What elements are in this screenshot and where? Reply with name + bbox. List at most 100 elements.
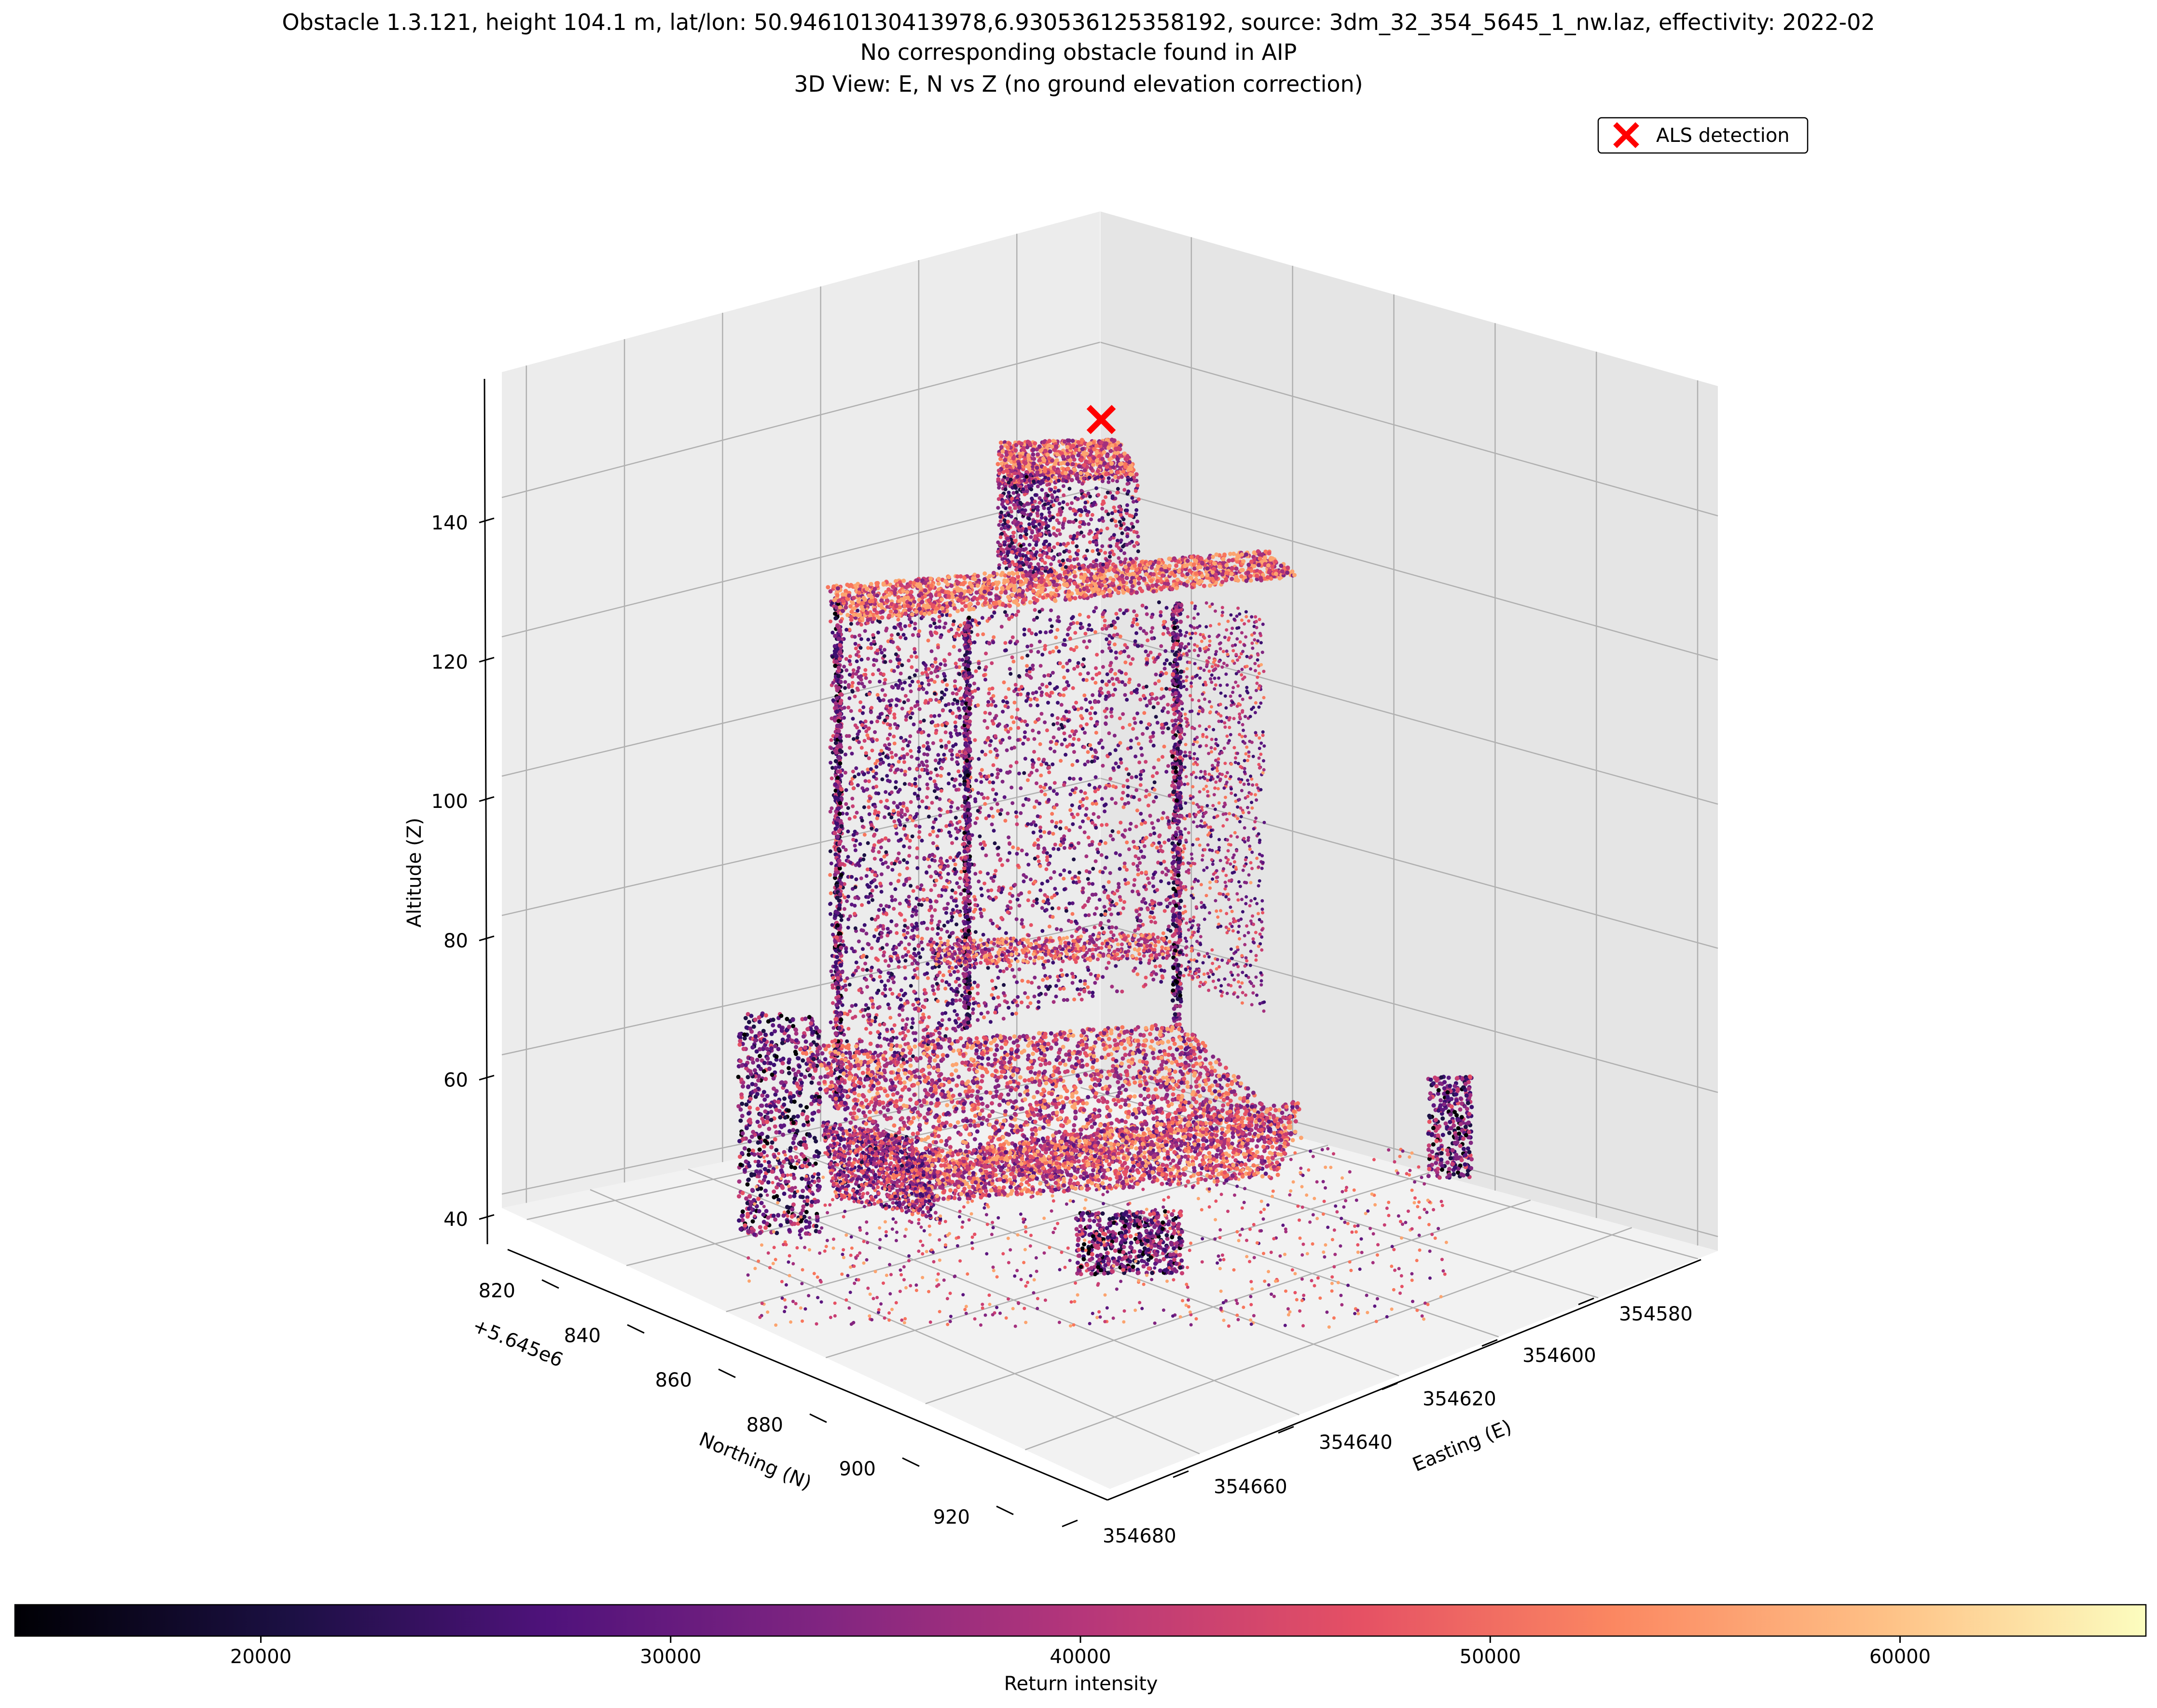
cloud-point: [1192, 616, 1196, 620]
cloud-point: [1209, 624, 1213, 627]
cloud-point: [1044, 762, 1049, 766]
cloud-point: [924, 991, 928, 995]
cloud-point: [897, 851, 901, 856]
cloud-point: [1116, 912, 1120, 916]
cloud-point: [851, 837, 856, 842]
cloud-point: [910, 665, 914, 669]
cloud-point: [1043, 647, 1047, 651]
cloud-point: [905, 1060, 909, 1064]
cloud-point: [1207, 955, 1211, 959]
cloud-point: [1202, 668, 1206, 672]
cloud-point: [955, 854, 960, 858]
cloud-point: [1195, 959, 1199, 963]
cloud-point: [911, 1003, 915, 1007]
cloud-point: [918, 720, 923, 724]
cloud-point: [1241, 868, 1245, 872]
cloud-point: [915, 976, 920, 980]
cloud-point: [1240, 954, 1244, 958]
cloud-point: [1020, 656, 1024, 660]
cloud-point: [1184, 936, 1187, 940]
cloud-point: [1053, 887, 1057, 891]
cloud-point: [1249, 949, 1253, 953]
cloud-point: [925, 898, 929, 902]
cloud-point: [978, 870, 982, 875]
cloud-point: [971, 1007, 975, 1012]
cloud-point: [938, 625, 941, 629]
cloud-point: [867, 812, 871, 816]
cloud-point: [1257, 865, 1260, 869]
cloud-point: [1099, 738, 1103, 743]
cloud-point: [1035, 897, 1039, 902]
cloud-point: [1214, 683, 1217, 687]
cloud-point: [863, 629, 867, 633]
cloud-point: [851, 786, 856, 791]
cloud-point: [1152, 788, 1157, 792]
cloud-point: [1054, 645, 1059, 650]
cloud-point: [1065, 661, 1069, 666]
cloud-point: [915, 927, 919, 931]
cloud-point: [1231, 659, 1235, 663]
cloud-point: [925, 870, 929, 875]
cloud-point: [851, 668, 856, 672]
cloud-point: [1040, 690, 1044, 694]
cloud-point: [1251, 646, 1255, 650]
cloud-point: [1016, 863, 1020, 868]
cloud-point: [908, 676, 912, 680]
cloud-point: [1016, 738, 1020, 742]
cloud-point: [1204, 601, 1208, 605]
cloud-point: [1078, 724, 1083, 728]
cloud-point: [1248, 847, 1252, 851]
cloud-point: [1077, 992, 1081, 997]
cloud-point: [1084, 806, 1089, 811]
cloud-point: [992, 635, 996, 639]
cloud-point: [1245, 689, 1249, 693]
title-line-1: Obstacle 1.3.121, height 104.1 m, lat/lo…: [282, 9, 1875, 35]
cloud-point: [1094, 672, 1099, 677]
cloud-point: [1026, 980, 1030, 984]
cloud-point: [944, 824, 949, 828]
cloud-point: [882, 907, 886, 912]
cloud-point: [1049, 691, 1053, 695]
cloud-point: [922, 1015, 926, 1020]
cloud-point: [857, 666, 861, 670]
cloud-point: [1006, 811, 1010, 816]
cloud-point: [892, 801, 896, 805]
cloud-point: [1022, 627, 1026, 632]
cloud-point: [899, 635, 903, 639]
cloud-point: [1235, 626, 1239, 630]
cloud-point: [1220, 773, 1224, 777]
cloud-point: [994, 792, 998, 796]
cloud-point: [950, 888, 954, 892]
cloud-point: [1081, 890, 1085, 894]
cloud-point: [917, 707, 922, 711]
cloud-point: [1225, 991, 1229, 995]
cloud-point: [846, 706, 851, 709]
cloud-point: [1021, 741, 1025, 746]
cloud-point: [934, 817, 938, 821]
cloud-point: [931, 988, 935, 992]
cloud-point: [1034, 823, 1038, 827]
cloud-point: [1236, 930, 1240, 934]
cloud-point: [986, 872, 990, 876]
cloud-point: [1111, 766, 1116, 770]
cloud-point: [1134, 754, 1138, 759]
cloud-point: [1104, 694, 1108, 698]
cloud-point: [862, 772, 866, 777]
cloud-point: [886, 1002, 890, 1007]
cloud-point: [939, 774, 943, 778]
cloud-point: [1249, 881, 1253, 885]
cloud-point: [1246, 778, 1249, 782]
cloud-point: [949, 895, 954, 900]
cloud-point: [888, 1015, 893, 1020]
cloud-point: [1241, 650, 1244, 653]
cloud-point: [1037, 730, 1041, 735]
cloud-point: [1089, 972, 1093, 976]
cloud-point: [929, 888, 933, 892]
cloud-point: [1087, 913, 1091, 917]
cloud-point: [893, 898, 898, 902]
cloud-point: [865, 733, 870, 737]
cloud-point: [1243, 826, 1246, 830]
cloud-point: [1234, 865, 1238, 869]
cloud-point: [904, 953, 908, 957]
cloud-point: [864, 978, 868, 982]
